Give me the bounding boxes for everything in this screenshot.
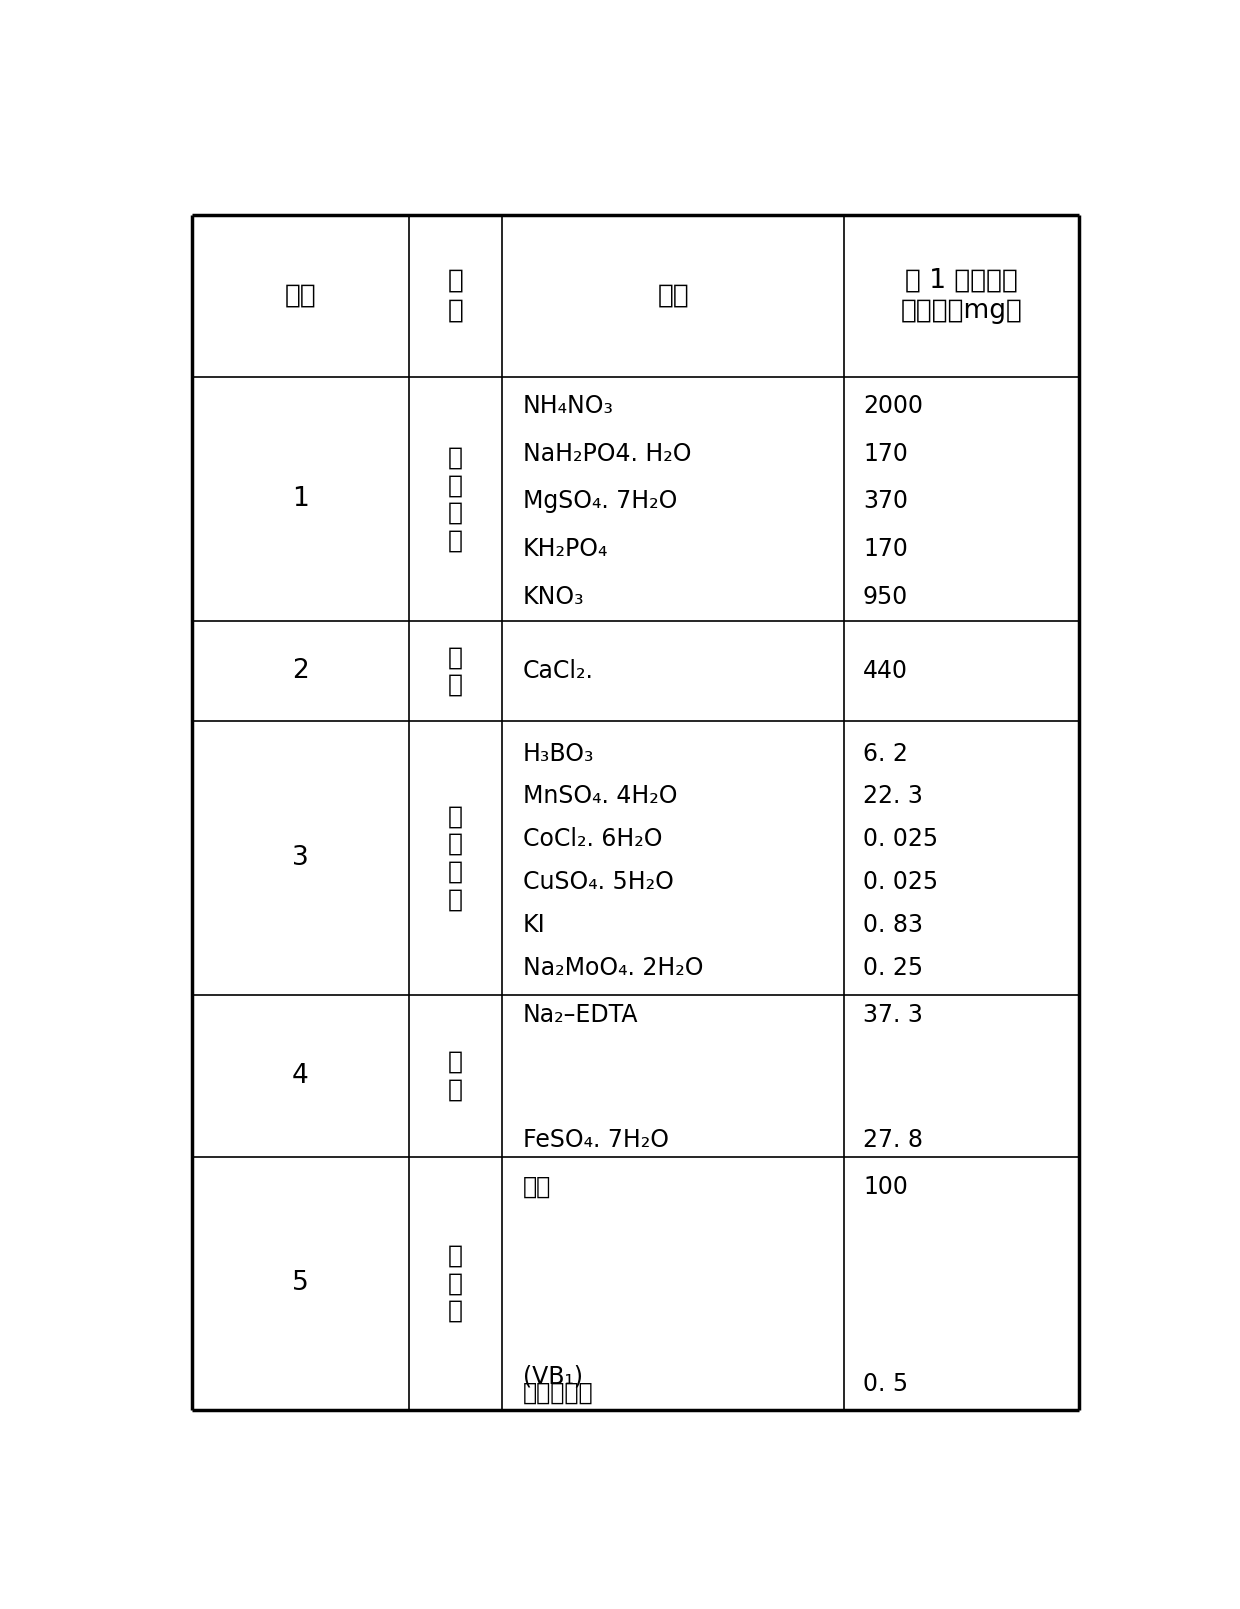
- Text: FeSO₄. 7H₂O: FeSO₄. 7H₂O: [523, 1128, 668, 1152]
- Text: 成分: 成分: [657, 283, 689, 309]
- Text: 950: 950: [863, 586, 908, 608]
- Text: 3: 3: [291, 845, 309, 870]
- Text: CoCl₂. 6H₂O: CoCl₂. 6H₂O: [523, 827, 662, 851]
- Text: 0. 025: 0. 025: [863, 827, 939, 851]
- Text: (VB₁): (VB₁): [523, 1364, 583, 1389]
- Text: 钓
盐: 钓 盐: [448, 645, 464, 697]
- Text: CaCl₂.: CaCl₂.: [523, 660, 594, 682]
- Text: KNO₃: KNO₃: [523, 586, 584, 608]
- Text: KI: KI: [523, 912, 546, 936]
- Text: 0. 83: 0. 83: [863, 912, 923, 936]
- Text: 肌醇: 肌醇: [523, 1175, 551, 1199]
- Text: 22. 3: 22. 3: [863, 785, 923, 808]
- Text: KH₂PO₄: KH₂PO₄: [523, 537, 608, 562]
- Text: 37. 3: 37. 3: [863, 1002, 923, 1027]
- Text: Na₂–EDTA: Na₂–EDTA: [523, 1002, 639, 1027]
- Text: Na₂MoO₄. 2H₂O: Na₂MoO₄. 2H₂O: [523, 956, 703, 980]
- Text: 0. 025: 0. 025: [863, 870, 939, 895]
- Text: 370: 370: [863, 489, 908, 513]
- Text: NaH₂PO4. H₂O: NaH₂PO4. H₂O: [523, 442, 692, 465]
- Text: 盐酸硫胺素: 盐酸硫胺素: [523, 1381, 594, 1405]
- Text: 1: 1: [291, 486, 309, 512]
- Text: 100: 100: [863, 1175, 908, 1199]
- Text: 170: 170: [863, 537, 908, 562]
- Text: NH₄NO₃: NH₄NO₃: [523, 394, 614, 418]
- Text: 170: 170: [863, 442, 908, 465]
- Text: 5: 5: [291, 1270, 309, 1297]
- Text: 大
量
元
素: 大 量 元 素: [448, 446, 464, 553]
- Text: 配 1 升培养基
称取量（mg）: 配 1 升培养基 称取量（mg）: [901, 269, 1023, 323]
- Text: H₃BO₃: H₃BO₃: [523, 742, 594, 766]
- Text: 种
类: 种 类: [448, 269, 464, 323]
- Text: 440: 440: [863, 660, 908, 682]
- Text: 27. 8: 27. 8: [863, 1128, 923, 1152]
- Text: 2: 2: [291, 658, 309, 684]
- Text: 0. 5: 0. 5: [863, 1372, 908, 1397]
- Text: 4: 4: [291, 1064, 309, 1089]
- Text: MgSO₄. 7H₂O: MgSO₄. 7H₂O: [523, 489, 677, 513]
- Text: CuSO₄. 5H₂O: CuSO₄. 5H₂O: [523, 870, 673, 895]
- Text: 2000: 2000: [863, 394, 923, 418]
- Text: MnSO₄. 4H₂O: MnSO₄. 4H₂O: [523, 785, 677, 808]
- Text: 6. 2: 6. 2: [863, 742, 908, 766]
- Text: 微
量
元
素: 微 量 元 素: [448, 804, 464, 912]
- Text: 0. 25: 0. 25: [863, 956, 923, 980]
- Text: 编号: 编号: [284, 283, 316, 309]
- Text: 维
生
素: 维 生 素: [448, 1244, 464, 1323]
- Text: 铁
盐: 铁 盐: [448, 1051, 464, 1102]
